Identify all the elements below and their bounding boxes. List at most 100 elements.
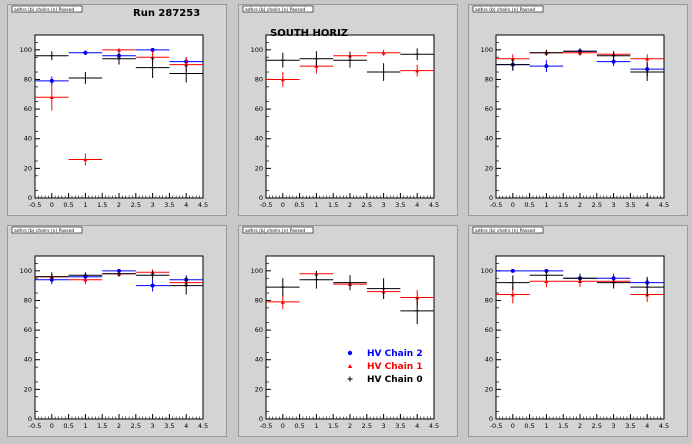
y-tick-label: 40 [485, 356, 493, 364]
x-tick-label: 4.5 [429, 201, 439, 209]
data-point [510, 268, 515, 273]
legend-label: HV Chain 0 [367, 375, 423, 385]
y-tick-label: 80 [24, 75, 32, 83]
histogram-title: adhrs (b) chelrs (n) Passed [475, 7, 535, 13]
plot-frame [34, 255, 204, 420]
histogram-title: adhrs (b) chelrs (n) Passed [14, 228, 74, 234]
y-tick-label: 60 [255, 105, 263, 113]
y-tick-label: 20 [485, 385, 493, 393]
plot-panel: adhrs (b) chelrs (n) Passed 0 20 40 60 80 100-… [238, 225, 458, 437]
y-tick-label: 80 [255, 296, 263, 304]
histogram-title: adhrs (b) chelrs (n) Passed [475, 228, 535, 234]
plot-svg: adhrs (b) chelrs (n) Passed020406080100-… [472, 5, 669, 209]
x-tick-label: 0.5 [524, 201, 534, 209]
x-tick-label: 4.5 [198, 201, 208, 209]
y-tick-label: 80 [255, 75, 263, 83]
y-tick-label: 100 [481, 267, 493, 275]
data-point [184, 62, 189, 67]
histogram-title-box [242, 226, 314, 234]
data-point [83, 277, 88, 282]
data-point [381, 50, 386, 55]
x-tick-label: 3.5 [395, 422, 405, 430]
x-tick-label: 1.5 [558, 422, 568, 430]
x-tick-label: 0.5 [524, 422, 534, 430]
y-tick-label: 60 [485, 326, 493, 334]
plot-svg: adhrs (b) chelrs (n) Passed020406080100-… [242, 226, 439, 430]
x-tick-label: 4.5 [198, 422, 208, 430]
x-tick-label: 2 [117, 201, 121, 209]
x-tick-label: 3.5 [164, 201, 174, 209]
x-tick-label: -0.5 [490, 201, 503, 209]
x-tick-label: 2.5 [131, 201, 141, 209]
data-point [415, 68, 420, 73]
x-tick-label: 0.5 [63, 201, 73, 209]
legend-label: HV Chain 1 [367, 362, 423, 372]
x-tick-label: -0.5 [260, 422, 273, 430]
x-tick-label: 0 [50, 201, 54, 209]
x-tick-label: 3 [382, 422, 386, 430]
y-tick-label: 40 [255, 356, 263, 364]
y-tick-label: 100 [20, 46, 32, 54]
x-tick-label: 0 [281, 422, 285, 430]
data-point [544, 64, 549, 69]
y-tick-label: 20 [485, 164, 493, 172]
data-point [544, 279, 549, 283]
x-tick-label: 0.5 [63, 422, 73, 430]
y-tick-label: 0 [28, 415, 32, 423]
plot-svg: adhrs (b) chelrs (n) Passed Run 287253020… [11, 5, 208, 209]
x-tick-label: 3 [151, 201, 155, 209]
x-tick-label: -0.5 [490, 422, 503, 430]
data-point [49, 95, 54, 100]
y-tick-label: 80 [485, 75, 493, 83]
y-tick-label: 60 [255, 326, 263, 334]
histogram-title: adhrs (b) chelrs (n) Passed [245, 7, 305, 13]
y-tick-label: 60 [485, 105, 493, 113]
y-tick-label: 40 [24, 356, 32, 364]
plot-title: Run 287253 [133, 8, 200, 19]
histogram-title-box [472, 5, 544, 13]
legend-marker [347, 364, 353, 368]
plot-panel: adhrs (b) chelrs (n) Passed 0 20 40 60 80 100-… [7, 225, 227, 437]
x-tick-label: 1.5 [328, 201, 338, 209]
x-tick-label: 3.5 [164, 422, 174, 430]
x-tick-label: 1 [83, 201, 87, 209]
y-tick-label: 20 [24, 164, 32, 172]
x-tick-label: 3 [382, 201, 386, 209]
data-point [117, 268, 121, 273]
y-tick-label: 40 [255, 135, 263, 143]
y-tick-label: 0 [28, 194, 32, 202]
y-tick-label: 80 [485, 296, 493, 304]
x-tick-label: 1.5 [97, 422, 107, 430]
x-tick-label: 2 [348, 201, 352, 209]
x-tick-label: 2.5 [131, 422, 141, 430]
x-tick-label: 4.5 [429, 422, 439, 430]
x-tick-label: 0 [50, 422, 54, 430]
x-tick-label: 2 [117, 422, 121, 430]
data-point [611, 59, 616, 64]
data-point [510, 56, 515, 61]
plot-panel: adhrs (b) chelrs (n) Passed SOUTH HORIZ 0 2… [238, 4, 458, 216]
x-tick-label: 1.5 [558, 201, 568, 209]
x-tick-label: 3.5 [395, 201, 405, 209]
x-tick-label: 0 [281, 201, 285, 209]
y-tick-label: 60 [24, 326, 32, 334]
plot-svg: adhrs (b) chelrs (n) Passed SOUTH HORIZ 0 2… [242, 5, 439, 209]
y-tick-label: 0 [259, 194, 263, 202]
y-tick-label: 0 [489, 194, 493, 202]
x-tick-label: 4 [645, 422, 649, 430]
x-tick-label: -0.5 [29, 422, 42, 430]
y-tick-label: 0 [489, 415, 493, 423]
data-point [415, 295, 420, 300]
data-point [544, 268, 549, 273]
y-tick-label: 40 [24, 135, 32, 143]
y-tick-label: 20 [24, 385, 32, 393]
y-tick-label: 100 [251, 46, 263, 54]
data-point [150, 55, 155, 60]
plot-panel: adhrs (b) chelrs (n) Passed Run 287253 0 20… [7, 4, 227, 216]
x-tick-label: 2 [578, 422, 582, 430]
x-tick-label: 4.5 [659, 422, 669, 430]
plot-title: SOUTH HORIZ [270, 28, 348, 39]
x-tick-label: 0.5 [294, 422, 304, 430]
data-point [117, 47, 121, 52]
